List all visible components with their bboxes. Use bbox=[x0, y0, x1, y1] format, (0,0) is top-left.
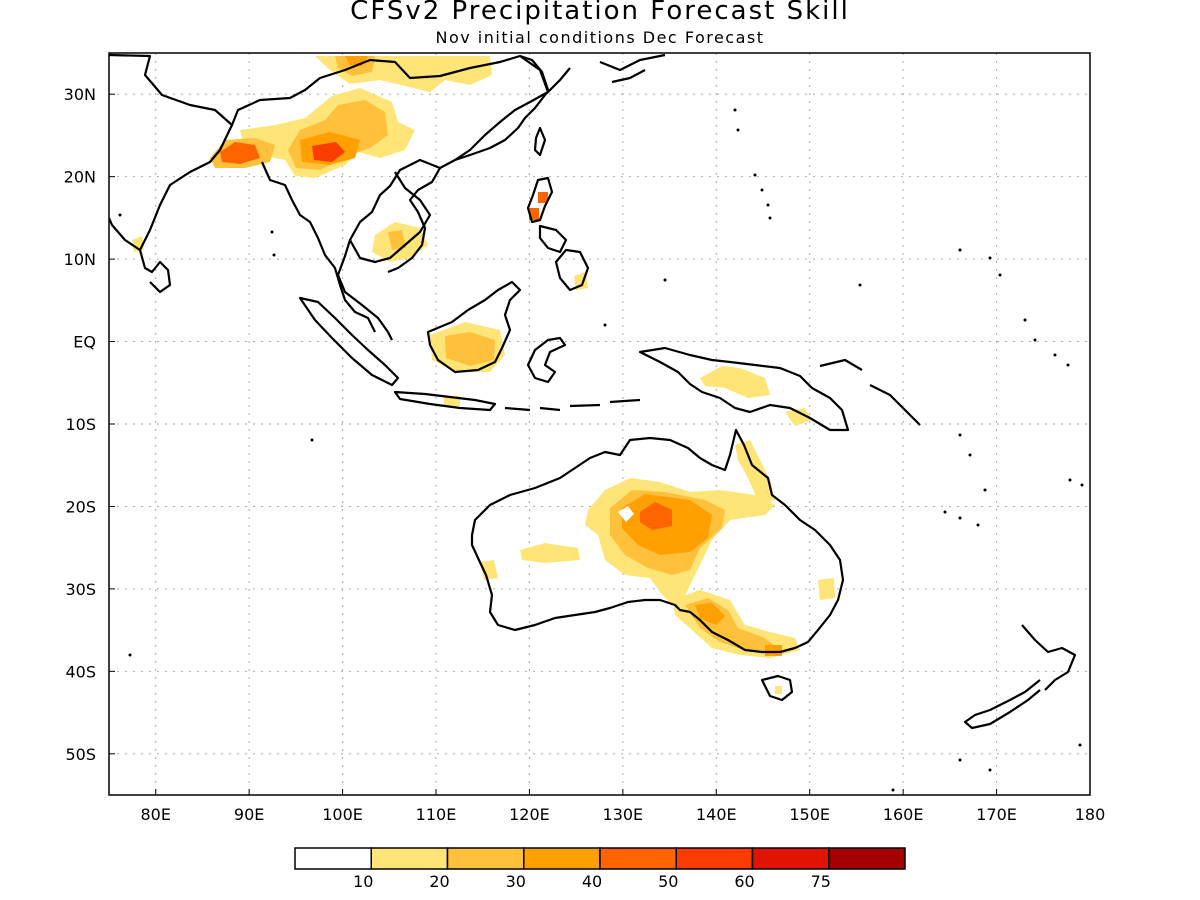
colorbar-swatch bbox=[599, 847, 677, 870]
coastline-korea bbox=[519, 54, 550, 91]
coastline-java bbox=[393, 390, 497, 412]
chart-title: CFSv2 Precipitation Forecast Skill bbox=[350, 0, 850, 26]
coastline-china-east bbox=[454, 67, 571, 162]
colorbar-label: 10 bbox=[353, 872, 373, 891]
y-tick-label: 20S bbox=[65, 497, 96, 516]
skill-area-laos-core bbox=[388, 230, 406, 250]
y-tick-label: 40S bbox=[65, 662, 96, 681]
colorbar-label: 50 bbox=[658, 872, 678, 891]
coastline-luzon bbox=[526, 176, 554, 224]
x-tick-label: 130E bbox=[603, 805, 644, 824]
y-tick-label: 10S bbox=[65, 415, 96, 434]
colorbar-labels: 10 20 30 40 50 60 75 bbox=[353, 872, 831, 891]
y-tick-label: 50S bbox=[65, 745, 96, 764]
pacific-islands bbox=[118, 108, 1084, 792]
skill-area-tasmania-spot bbox=[775, 686, 782, 694]
coastline-visayas bbox=[538, 224, 590, 292]
colorbar-swatch bbox=[751, 847, 830, 870]
skill-area-yunnan-core bbox=[312, 142, 345, 162]
coastline-borneo bbox=[426, 280, 522, 374]
skill-area-png-east bbox=[785, 408, 812, 426]
x-tick-label: 90E bbox=[234, 805, 264, 824]
skill-area-victoria-spot bbox=[765, 645, 782, 656]
coastline-india-south bbox=[138, 249, 172, 294]
colorbar-swatch bbox=[675, 847, 754, 870]
x-tick-label: 170E bbox=[976, 805, 1017, 824]
skill-area-wa-coast bbox=[480, 560, 498, 580]
colorbar-swatch bbox=[828, 847, 906, 870]
colorbar-swatch bbox=[370, 847, 449, 870]
y-axis: 30N 20N 10N EQ 10S 20S 30S 40S 50S bbox=[64, 85, 115, 764]
map-gridlines bbox=[109, 53, 1090, 795]
coastline-new-guinea bbox=[638, 346, 850, 432]
colorbar-label: 40 bbox=[582, 872, 602, 891]
coastline-australia bbox=[470, 428, 845, 654]
x-tick-label: 160E bbox=[883, 805, 924, 824]
x-tick-label: 150E bbox=[789, 805, 830, 824]
coastline-nz-north bbox=[1021, 624, 1077, 691]
y-tick-label: EQ bbox=[73, 333, 96, 352]
coastline-burma bbox=[260, 161, 376, 333]
x-tick-label: 110E bbox=[416, 805, 457, 824]
coastline-sulawesi bbox=[526, 336, 567, 384]
colorbar-boxes bbox=[294, 847, 906, 870]
coastline-india bbox=[109, 124, 233, 252]
skill-area-central-australia-core bbox=[640, 502, 672, 530]
colorbar-label: 20 bbox=[429, 872, 449, 891]
colorbar-label: 75 bbox=[811, 872, 831, 891]
y-tick-label: 20N bbox=[64, 168, 96, 187]
colorbar-swatch bbox=[294, 847, 372, 870]
coastline-lesser-sunda bbox=[504, 398, 641, 412]
chart-subtitle: Nov initial conditions Dec Forecast bbox=[435, 28, 765, 47]
x-tick-label: 120E bbox=[509, 805, 550, 824]
coastline-nz-south bbox=[963, 679, 1041, 730]
coastlines bbox=[109, 53, 1084, 792]
y-tick-label: 30S bbox=[65, 580, 96, 599]
coastline-asia bbox=[109, 53, 550, 264]
skill-area-borneo-core bbox=[445, 332, 495, 366]
colorbar-swatch bbox=[523, 847, 601, 870]
y-tick-label: 30N bbox=[64, 85, 96, 104]
coastline-malay-peninsula bbox=[336, 239, 393, 341]
coastline-tasmania bbox=[760, 674, 794, 702]
skill-area-luzon-a bbox=[538, 192, 548, 203]
skill-area-white-hole bbox=[618, 506, 634, 522]
x-tick-label: 80E bbox=[140, 805, 170, 824]
coastline-bismarck bbox=[819, 358, 921, 426]
x-tick-label: 100E bbox=[322, 805, 363, 824]
skill-area-cape-york bbox=[735, 440, 775, 505]
coastline-sumatra bbox=[298, 296, 400, 387]
x-tick-label: 140E bbox=[696, 805, 737, 824]
coastline-vietnam bbox=[387, 167, 441, 274]
x-axis: 80E 90E 100E 110E 120E 130E 140E 150E 160E 170E 18… bbox=[140, 789, 1105, 824]
colorbar-label: 30 bbox=[506, 872, 526, 891]
skill-area-new-guinea bbox=[700, 366, 770, 398]
colorbar-swatch bbox=[446, 847, 525, 870]
skill-shading bbox=[132, 56, 835, 694]
skill-area-se-australia-high bbox=[695, 603, 725, 625]
skill-area-bangladesh-core bbox=[220, 142, 260, 164]
y-tick-label: 10N bbox=[64, 250, 96, 269]
coastline-taiwan bbox=[533, 126, 547, 157]
x-tick-label: 180 bbox=[1075, 805, 1106, 824]
colorbar-label: 60 bbox=[734, 872, 754, 891]
skill-area-wa-strip bbox=[520, 543, 580, 563]
coastline-japan bbox=[599, 53, 666, 84]
skill-area-east-spot bbox=[818, 578, 835, 600]
